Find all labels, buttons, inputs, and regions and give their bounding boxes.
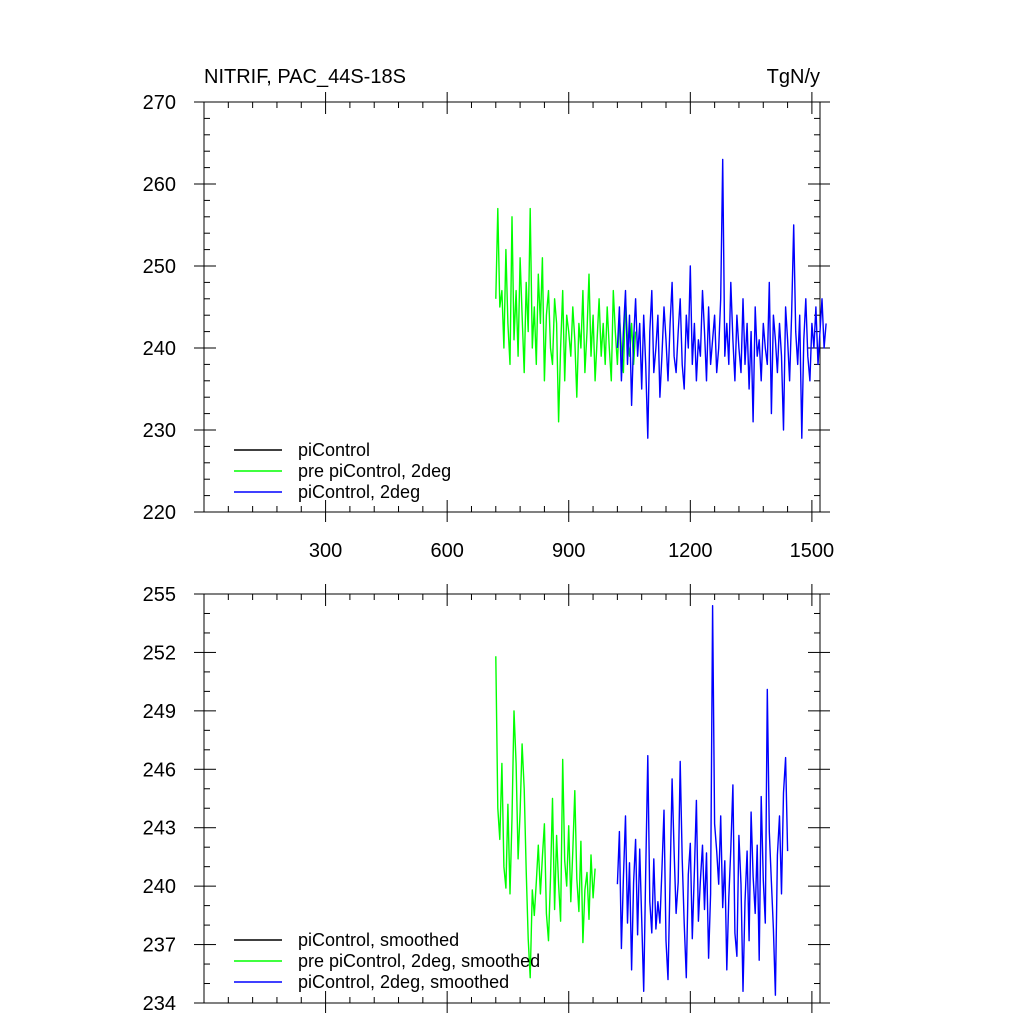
x-tick-label: 1500 (790, 540, 835, 562)
series-line (616, 605, 789, 996)
y-tick-label: 237 (143, 935, 176, 957)
y-tick-label: 249 (143, 701, 176, 723)
legend-entry: piControl, 2deg (298, 482, 420, 502)
x-tick-label: 300 (309, 540, 342, 562)
y-tick-label: 240 (143, 876, 176, 898)
units-label: TgN/y (767, 66, 820, 88)
bottom-plot-panel: 234 237 240 243 246 249 252 255 piControl, smoot… (143, 584, 830, 1015)
y-tick-label: 252 (143, 642, 176, 664)
legend-entry: pre piControl, 2deg (298, 461, 451, 481)
y-tick-label: 260 (143, 174, 176, 196)
series-line (495, 656, 596, 979)
y-tick-label: 230 (143, 420, 176, 442)
plot-frame (203, 101, 821, 513)
x-tick-label: 1200 (668, 540, 713, 562)
y-tick-label: 270 (143, 92, 176, 114)
top-plot-panel: 300 600 900 1200 1500 220 230 240 250 260 270 piCon… (143, 92, 835, 562)
y-tick-label: 234 (143, 993, 176, 1015)
x-tick-label: 600 (430, 540, 463, 562)
y-tick-label: 240 (143, 338, 176, 360)
chart-title: NITRIF, PAC_44S-18S (204, 66, 406, 88)
y-tick-label: 246 (143, 759, 176, 781)
legend-entry: piControl (298, 440, 370, 460)
series-line (616, 158, 827, 439)
y-tick-label: 243 (143, 818, 176, 840)
y-tick-label: 250 (143, 256, 176, 278)
y-tick-label: 255 (143, 584, 176, 606)
legend-entry: pre piControl, 2deg, smoothed (298, 951, 540, 971)
legend-entry: piControl, 2deg, smoothed (298, 972, 509, 992)
series-line (495, 207, 637, 423)
plot-frame (203, 593, 821, 1004)
x-tick-label: 900 (552, 540, 585, 562)
legend-entry: piControl, smoothed (298, 930, 459, 950)
y-tick-label: 220 (143, 502, 176, 524)
